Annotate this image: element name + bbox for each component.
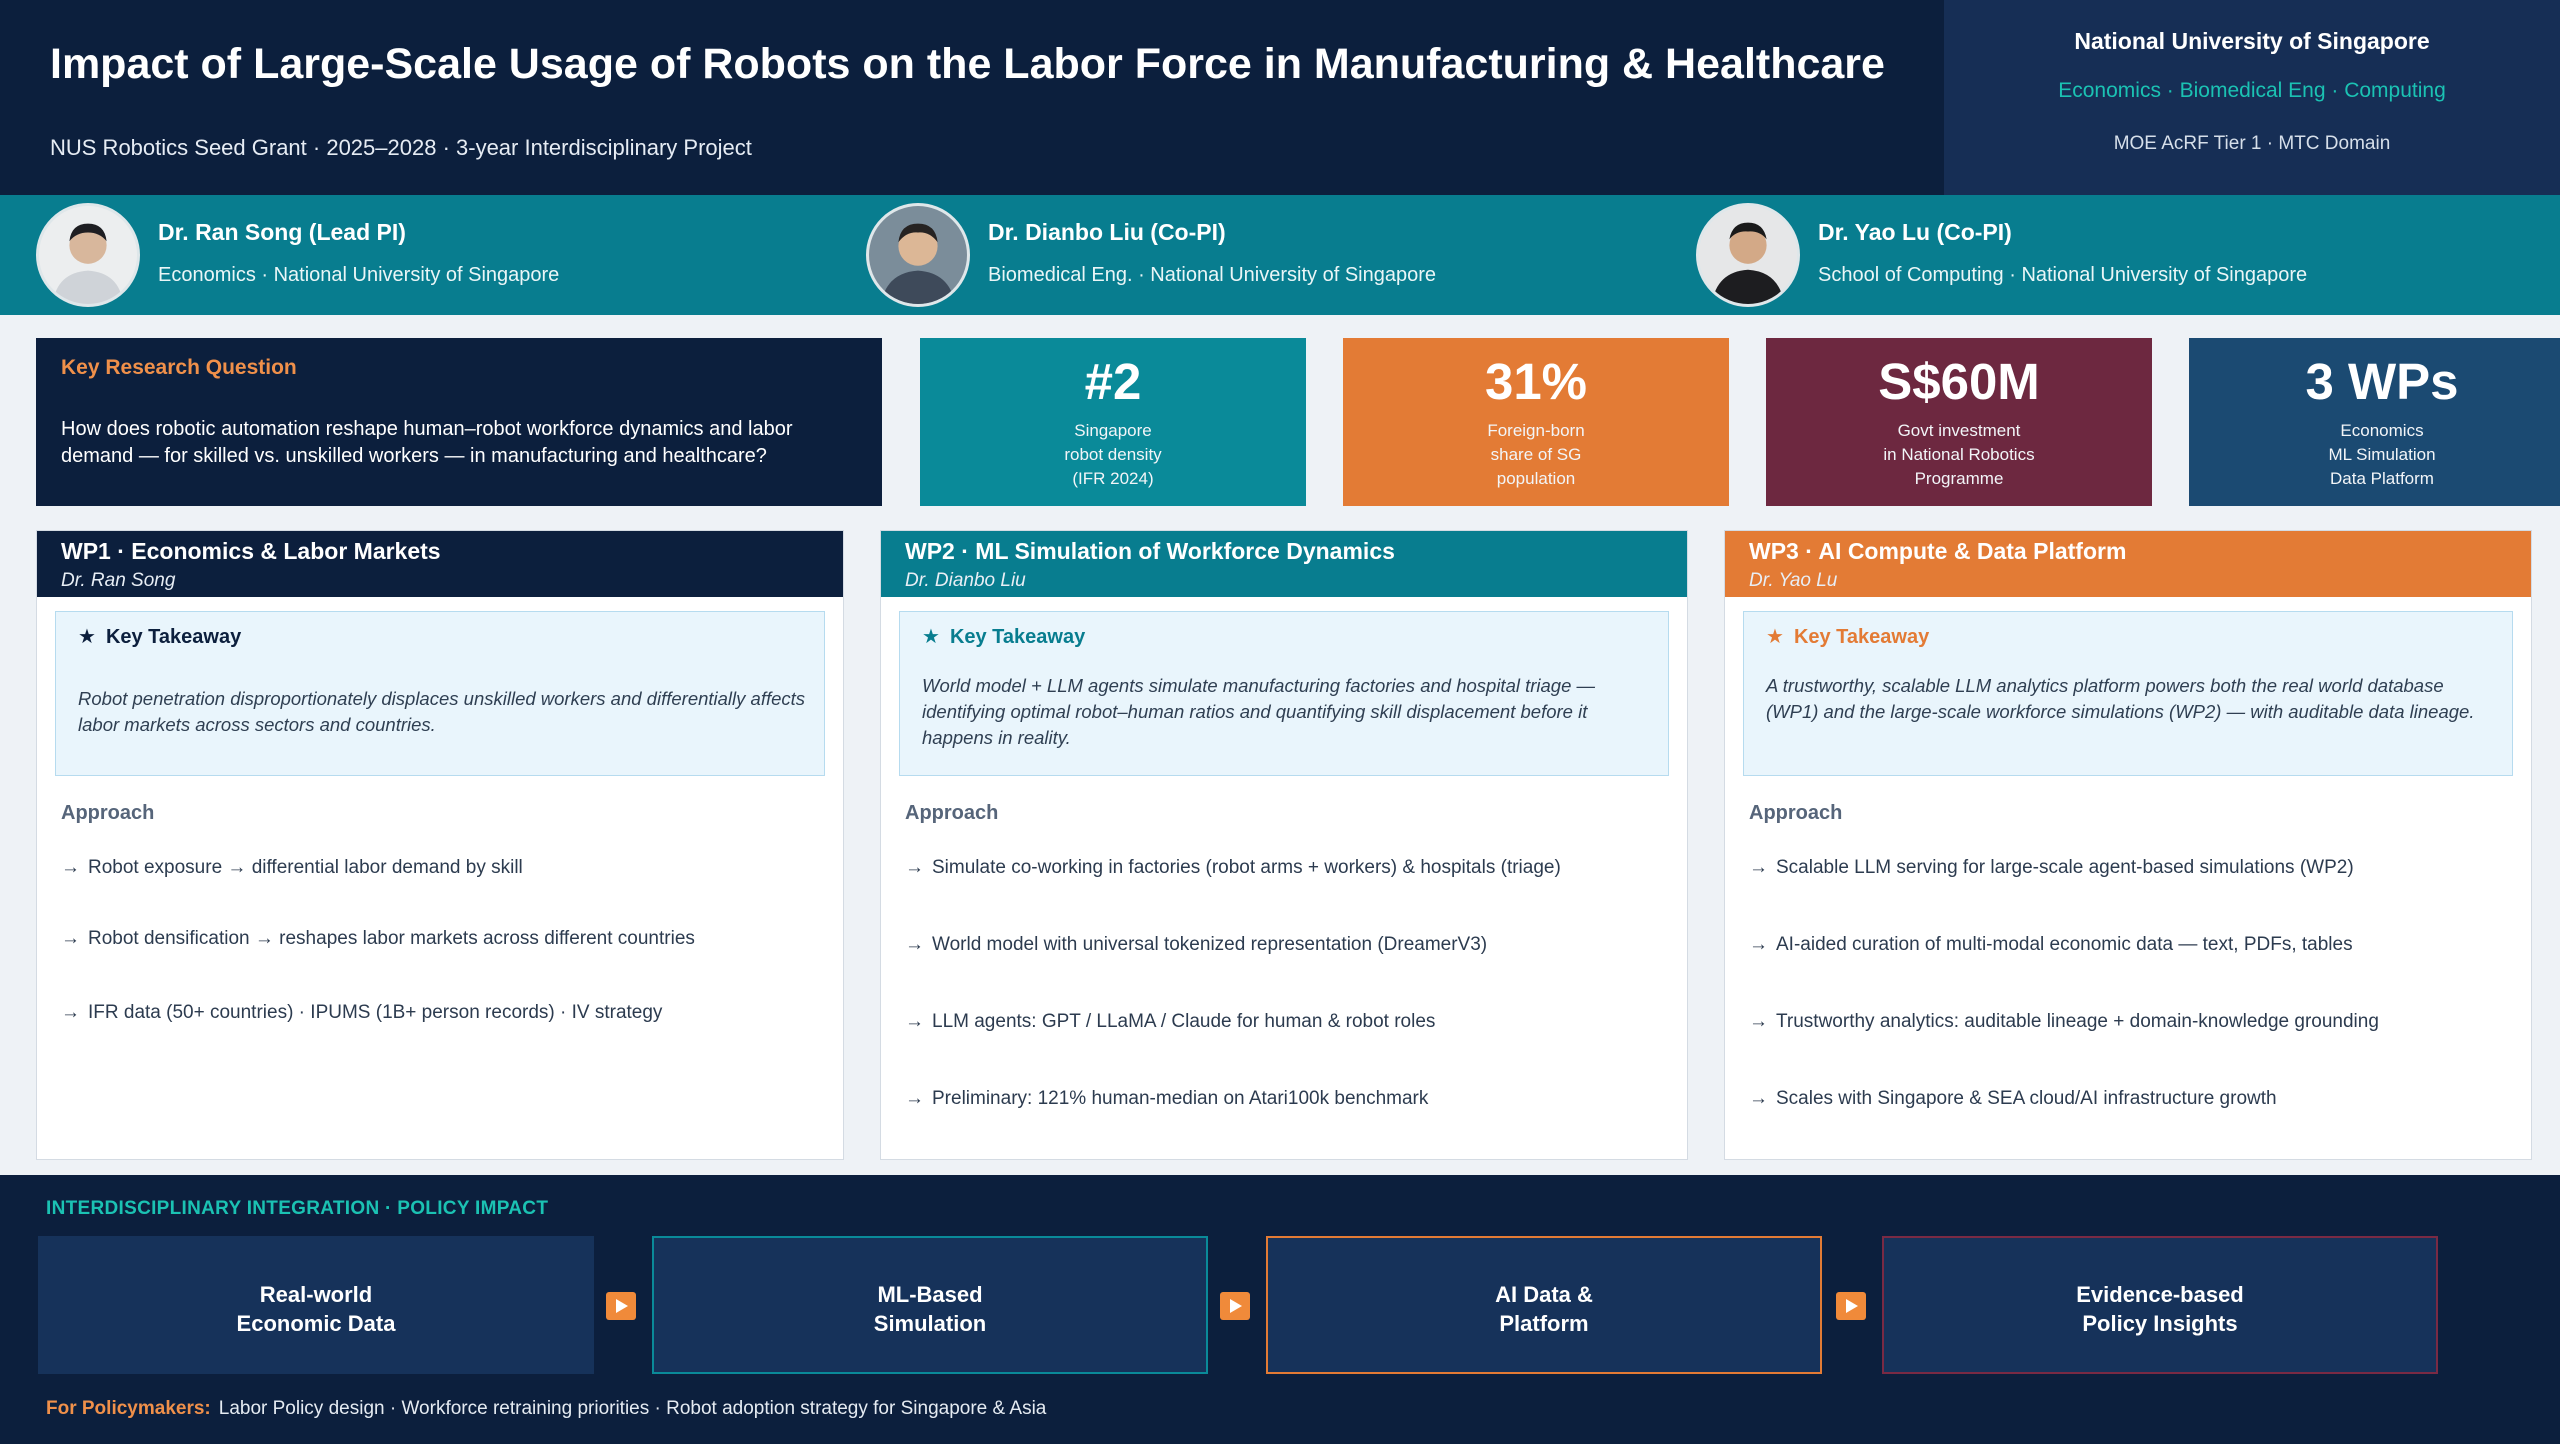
key-takeaway-box: ★ Key Takeaway A trustworthy, scalable LL…	[1743, 611, 2513, 776]
play-arrow-icon	[1836, 1292, 1866, 1320]
approach-item: → LLM agents: GPT / LLaMA / Claude for hu…	[905, 1011, 1436, 1032]
wp-title: WP1 · Economics & Labor Markets	[61, 538, 441, 564]
key-takeaway-label: ★ Key Takeaway	[78, 626, 242, 648]
arrow-icon: →	[61, 1002, 80, 1023]
flow-box-policy-insights: Evidence-based Policy Insights	[1882, 1236, 2438, 1374]
approach-item: → Trustworthy analytics: auditable lineag…	[1749, 1011, 2379, 1032]
research-question-text: How does robotic automation reshape huma…	[61, 418, 793, 467]
play-arrow-icon	[606, 1292, 636, 1320]
approach-item: → IFR data (50+ countries) · IPUMS (1B+ p…	[61, 1002, 663, 1023]
institution-name: National University of Singapore	[2074, 28, 2430, 54]
arrow-icon: →	[61, 928, 80, 949]
key-takeaway-label: ★ Key Takeaway	[1766, 626, 1930, 648]
stat-card: 3 WPs Economics ML Simulation Data Platf…	[2189, 338, 2560, 506]
avatar	[36, 203, 140, 307]
wp-lead: Dr. Ran Song	[61, 570, 176, 591]
member-name: Dr. Dianbo Liu (Co-PI)	[988, 219, 1226, 245]
stat-value: S$60M	[1878, 353, 2040, 410]
approach-label: Approach	[61, 802, 155, 824]
grant-info: MOE AcRF Tier 1 · MTC Domain	[2113, 133, 2391, 154]
integration-label: INTERDISCIPLINARY INTEGRATION · POLICY I…	[46, 1198, 549, 1219]
policymakers-label: For Policymakers:	[46, 1398, 211, 1419]
team-bar: Dr. Ran Song (Lead PI) Economics · Natio…	[0, 195, 2560, 315]
stat-label: Singapore robot density (IFR 2024)	[1064, 421, 1162, 488]
flow-box-real-world-data: Real-world Economic Data	[38, 1236, 594, 1374]
institution-departments: Economics · Biomedical Eng · Computing	[2058, 79, 2446, 102]
arrow-icon: →	[1749, 1088, 1768, 1109]
key-takeaway-text: World model + LLM agents simulate manufa…	[922, 675, 1596, 748]
key-takeaway-text: Robot penetration disproportionately dis…	[78, 688, 806, 735]
page-title: Impact of Large-Scale Usage of Robots on…	[50, 40, 1885, 88]
key-takeaway-box: ★ Key Takeaway Robot penetration dispropo…	[55, 611, 825, 776]
flow-box-text: Real-world Economic Data	[236, 1282, 396, 1336]
arrow-icon: →	[61, 857, 80, 878]
arrow-icon: →	[905, 1011, 924, 1032]
approach-item: → Scales with Singapore & SEA cloud/AI in…	[1749, 1088, 2277, 1109]
approach-item: → Robot densification → reshapes labor ma…	[61, 928, 695, 949]
institution-box: National University of Singapore Economi…	[1944, 0, 2560, 195]
wp-title: WP3 · AI Compute & Data Platform	[1749, 538, 2127, 564]
star-icon: ★	[78, 626, 96, 648]
policymakers-line: For Policymakers: Labor Policy design · W…	[46, 1398, 1046, 1420]
approach-item: → AI-aided curation of multi-modal econom…	[1749, 934, 2353, 955]
wp-header: WP3 · AI Compute & Data Platform Dr. Yao…	[1725, 531, 2531, 597]
arrow-icon: →	[905, 1088, 924, 1109]
wp-lead: Dr. Yao Lu	[1749, 570, 1838, 591]
approach-item: → Simulate co-working in factories (robot…	[905, 857, 1561, 878]
approach-label: Approach	[1749, 802, 1843, 824]
wp-header: WP2 · ML Simulation of Workforce Dynamic…	[881, 531, 1687, 597]
stat-label: Foreign-born share of SG population	[1487, 421, 1585, 488]
approach-item: → Robot exposure → differential labor dem…	[61, 857, 523, 878]
star-icon: ★	[1766, 626, 1784, 648]
stat-value: 3 WPs	[2305, 353, 2459, 410]
key-takeaway-label: ★ Key Takeaway	[922, 626, 1086, 648]
wp3-card: WP3 · AI Compute & Data Platform Dr. Yao…	[1724, 530, 2532, 1160]
wp1-card: WP1 · Economics & Labor Markets Dr. Ran …	[36, 530, 844, 1160]
arrow-icon: →	[905, 934, 924, 955]
wp-title: WP2 · ML Simulation of Workforce Dynamic…	[905, 538, 1395, 564]
policymakers-text: Labor Policy design · Workforce retraini…	[218, 1398, 1047, 1419]
flow-box-ml-simulation: ML-Based Simulation	[652, 1236, 1208, 1374]
wp-lead: Dr. Dianbo Liu	[905, 570, 1026, 591]
arrow-icon: →	[1749, 1011, 1768, 1032]
member-affiliation: School of Computing · National Universit…	[1818, 264, 2308, 286]
research-question-box: Key Research Question How does robotic a…	[36, 338, 882, 506]
stat-label: Govt investment in National Robotics Pro…	[1883, 421, 2035, 488]
member-name: Dr. Ran Song (Lead PI)	[158, 219, 406, 245]
star-icon: ★	[922, 626, 940, 648]
member-affiliation: Biomedical Eng. · National University of…	[988, 264, 1436, 286]
stat-label: Economics ML Simulation Data Platform	[2328, 421, 2436, 488]
flow-box-ai-platform: AI Data & Platform	[1266, 1236, 1822, 1374]
approach-label: Approach	[905, 802, 999, 824]
flow-box-text: ML-Based Simulation	[873, 1282, 987, 1336]
stat-value: #2	[1084, 353, 1142, 410]
research-question-label: Key Research Question	[61, 356, 297, 379]
avatar	[1696, 203, 1800, 307]
approach-item: → Scalable LLM serving for large-scale ag…	[1749, 857, 2354, 878]
stat-card: #2 Singapore robot density (IFR 2024)	[920, 338, 1306, 506]
arrow-icon: →	[905, 857, 924, 878]
approach-item: → World model with universal tokenized re…	[905, 934, 1488, 955]
flow-box-text: AI Data & Platform	[1495, 1282, 1593, 1336]
stat-value: 31%	[1484, 353, 1588, 410]
arrow-icon: →	[1749, 934, 1768, 955]
member-name: Dr. Yao Lu (Co-PI)	[1818, 219, 2012, 245]
approach-item: → Preliminary: 121% human-median on Atari…	[905, 1088, 1429, 1109]
arrow-icon: →	[1749, 857, 1768, 878]
page-subtitle: NUS Robotics Seed Grant · 2025–2028 · 3-…	[50, 135, 752, 160]
wp-header: WP1 · Economics & Labor Markets Dr. Ran …	[37, 531, 843, 597]
member-affiliation: Economics · National University of Singa…	[158, 264, 560, 286]
header: Impact of Large-Scale Usage of Robots on…	[0, 0, 2560, 195]
play-arrow-icon	[1220, 1292, 1250, 1320]
flow-box-text: Evidence-based Policy Insights	[2076, 1282, 2244, 1336]
key-takeaway-box: ★ Key Takeaway World model + LLM agents s…	[899, 611, 1669, 776]
stat-card: 31% Foreign-born share of SG population	[1343, 338, 1729, 506]
wp2-card: WP2 · ML Simulation of Workforce Dynamic…	[880, 530, 1688, 1160]
avatar	[866, 203, 970, 307]
key-takeaway-text: A trustworthy, scalable LLM analytics pl…	[1766, 675, 2475, 722]
stat-card: S$60M Govt investment in National Roboti…	[1766, 338, 2152, 506]
